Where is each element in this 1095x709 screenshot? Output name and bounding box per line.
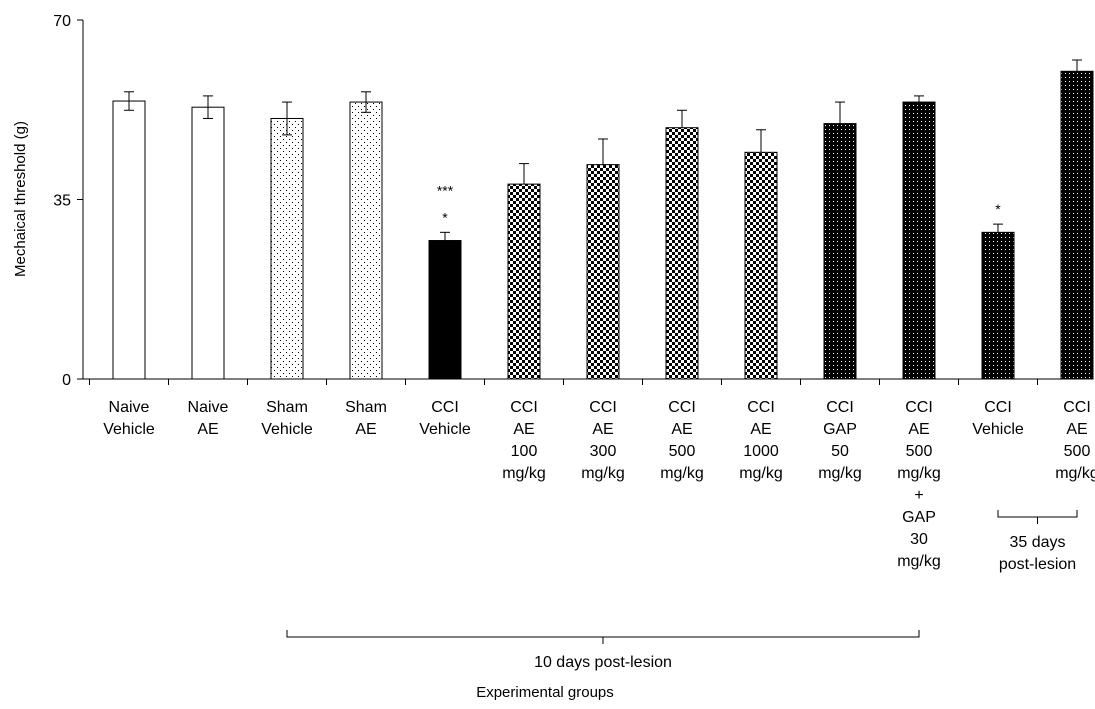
- bar: [823, 123, 857, 380]
- x-tick-label: CCI Vehicle: [419, 399, 471, 438]
- group-bracket: [997, 510, 1078, 524]
- bar: [1060, 70, 1094, 380]
- error-bars: [124, 59, 1082, 241]
- significance-markers: *****: [437, 182, 1001, 225]
- y-tick-label: 35: [53, 193, 71, 210]
- bar: [744, 151, 778, 380]
- x-tick-label: CCI AE 500 mg/kg: [1055, 399, 1095, 482]
- x-tick-label: CCI AE 100 mg/kg: [502, 399, 546, 482]
- x-tick-label: CCI Vehicle: [972, 399, 1024, 438]
- y-tick-label: 70: [53, 13, 71, 30]
- bar: [902, 101, 936, 380]
- bar: [428, 240, 462, 380]
- y-tick-label: 0: [62, 372, 71, 389]
- significance-marker: ***: [437, 182, 454, 198]
- bar: [586, 164, 620, 380]
- y-ticks: 0 35 70: [53, 13, 1038, 389]
- bar: [507, 183, 541, 380]
- bar: [112, 100, 146, 380]
- bar: [270, 117, 304, 380]
- bars: [112, 70, 1094, 380]
- x-tick-label: Sham AE: [345, 399, 387, 438]
- x-tick-label: CCI AE 300 mg/kg: [581, 399, 625, 482]
- group-brackets: 10 days post-lesion 35 days post-lesion: [286, 510, 1078, 671]
- significance-marker: *: [995, 201, 1001, 217]
- x-tick-label: CCI AE 500 mg/kg: [660, 399, 704, 482]
- bar: [665, 127, 699, 380]
- x-tick-label: CCI AE 1000 mg/kg: [739, 399, 783, 482]
- bar: [349, 101, 383, 380]
- x-tick-label: CCI GAP 50 mg/kg: [818, 399, 862, 482]
- group-label: 10 days post-lesion: [534, 654, 672, 671]
- group-label: 35 days post-lesion: [999, 534, 1076, 573]
- category-labels: Naive Vehicle Naive AE Sham Vehicle Sham AE CCI V…: [103, 399, 1095, 570]
- x-tick-label: Sham Vehicle: [261, 399, 313, 438]
- y-axis-title: Mechaical threshold (g): [12, 121, 29, 277]
- x-tick-label: CCI AE 500 mg/kg + GAP 30 mg/kg: [897, 399, 941, 570]
- significance-marker: *: [442, 209, 448, 225]
- x-axis-title: Experimental groups: [476, 684, 614, 701]
- group-bracket: [286, 630, 920, 644]
- x-tick-label: Naive AE: [188, 399, 229, 438]
- bar: [191, 106, 225, 380]
- x-tick-label: Naive Vehicle: [103, 399, 155, 438]
- bar: [981, 231, 1015, 380]
